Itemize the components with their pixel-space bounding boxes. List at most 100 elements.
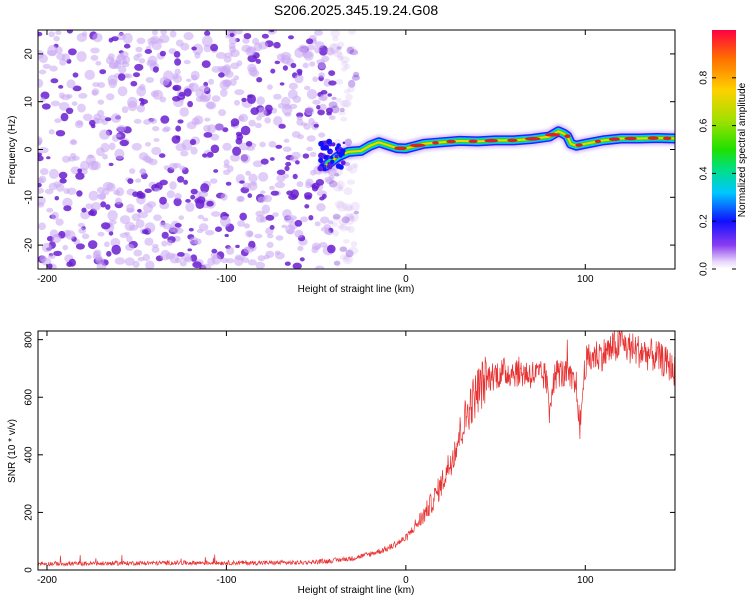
noise-blob [211,248,218,254]
noise-blob [180,42,190,51]
noise-blob [177,119,184,124]
noise-blob [296,118,304,126]
noise-blob [346,179,356,185]
noise-blob [281,104,293,116]
noise-blob [173,197,182,207]
noise-blob [329,115,336,120]
noise-blob [183,59,191,65]
noise-blob [135,219,145,229]
noise-blob [201,60,211,68]
spectrogram-y-tick-label: -20 [24,237,35,252]
snr-y-tick-label: 0 [24,567,35,573]
noise-blob [230,118,240,127]
snr-line [38,331,675,567]
noise-blob [175,143,187,152]
spectrogram-y-tick-label: 20 [24,48,35,60]
noise-blob [198,191,209,198]
noise-blob [50,100,61,107]
noise-blob [179,261,187,267]
noise-blob [274,181,286,189]
noise-blob [230,154,240,162]
noise-blob [347,85,355,93]
noise-blob [308,215,314,221]
noise-blob [218,72,225,78]
noise-blob [58,171,68,179]
noise-blob [137,257,145,262]
noise-blob [54,196,60,201]
noise-blob [205,101,215,109]
noise-blob [137,208,142,213]
noise-blob [292,173,298,180]
noise-blob [46,156,51,160]
noise-blob [344,165,354,172]
noise-blob [242,37,250,44]
noise-blob [66,79,76,89]
noise-blob [321,55,330,63]
noise-blob [204,117,211,122]
noise-blob [134,63,144,71]
noise-blob [286,190,293,196]
noise-blob [38,78,44,88]
noise-blob [252,160,263,168]
noise-blob [336,201,348,212]
noise-blob [334,200,345,209]
noise-blob [234,254,245,261]
noise-blob [297,134,304,140]
noise-blob [150,90,159,98]
noise-blob [99,192,106,200]
noise-blob [115,133,122,138]
noise-blob [108,37,114,43]
noise-blob [210,133,220,141]
noise-blob [55,130,66,137]
noise-blob [312,99,321,105]
noise-blob [260,190,266,195]
ridge-spread [330,159,335,164]
noise-blob [304,85,311,91]
noise-blob [282,65,288,71]
noise-blob [185,202,195,213]
noise-blob [205,229,215,236]
noise-blob [38,187,44,194]
noise-blob [215,226,222,232]
noise-blob [145,142,151,147]
noise-blob [208,78,215,85]
noise-blob [169,181,177,190]
noise-blob [304,192,313,199]
noise-blob [302,62,309,69]
noise-blob [255,58,261,64]
noise-blob [85,203,93,210]
noise-blob [245,141,253,147]
noise-blob [144,49,152,54]
noise-blob [38,155,44,162]
noise-blob [189,236,199,245]
spectrogram-x-label: Height of straight line (km) [298,284,415,295]
noise-blob [247,259,257,266]
noise-blob [173,51,181,58]
noise-blob [159,221,167,228]
noise-blob [125,73,133,79]
colorbar-tick-label: 0.4 [699,166,710,180]
noise-blob [92,82,100,88]
noise-blob [344,89,351,94]
noise-blob [203,132,213,138]
noise-blob [202,217,209,222]
noise-blob [269,30,275,33]
noise-blob [95,60,102,66]
ridge-peak [446,139,456,144]
ridge-spread [342,141,346,145]
noise-blob [185,199,191,203]
noise-blob [136,86,147,97]
noise-blob [283,138,290,143]
noise-blob [281,224,288,229]
noise-blob [320,216,330,224]
noise-blob [202,153,208,158]
noise-blob [166,239,173,246]
noise-blob [319,103,327,111]
noise-blob [328,174,335,180]
noise-blob [82,113,93,122]
snr-x-tick-label: -200 [37,575,57,586]
noise-blob [137,211,149,219]
noise-blob [267,84,273,90]
